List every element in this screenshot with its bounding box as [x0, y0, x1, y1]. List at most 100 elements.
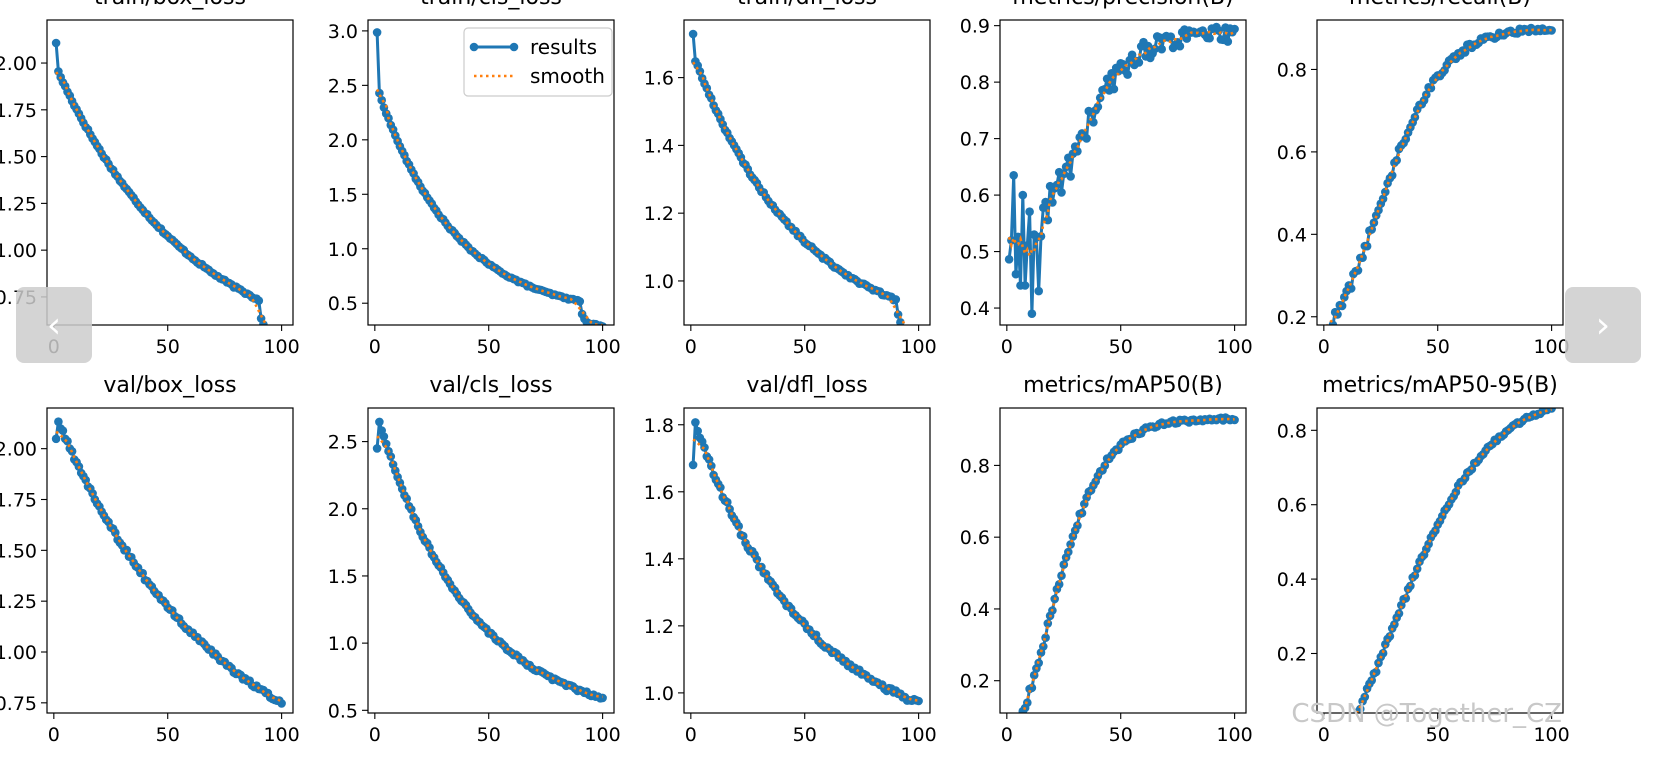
x-tick-label: 0	[369, 724, 381, 746]
y-tick-label: 2.00	[0, 439, 37, 461]
smooth-series-line	[375, 88, 603, 325]
next-image-button[interactable]: ›	[1565, 287, 1641, 363]
results-point	[688, 460, 698, 470]
smooth-series-line	[692, 61, 907, 325]
y-tick-label: 0.8	[960, 72, 990, 94]
y-tick-label: 0.6	[1277, 142, 1307, 164]
results-point	[1061, 162, 1071, 172]
y-tick-label: 0.8	[1277, 59, 1307, 81]
smooth-series-line	[1355, 408, 1552, 713]
x-tick-label: 100	[1216, 336, 1252, 358]
x-tick-label: 50	[793, 336, 817, 358]
results-point	[1004, 254, 1014, 264]
subplot-title: train/cls_loss	[420, 0, 562, 10]
results-point	[903, 327, 912, 336]
plot-area	[1004, 22, 1239, 319]
x-tick-label: 0	[369, 336, 381, 358]
y-tick-label: 1.4	[644, 135, 674, 157]
y-tick-label: 0.4	[1277, 569, 1307, 591]
results-point	[1338, 737, 1347, 746]
results-point	[1034, 286, 1043, 296]
results-point	[1329, 754, 1338, 763]
watermark: CSDN @Together_CZ	[1291, 699, 1562, 729]
results-point	[1011, 269, 1021, 279]
results-point	[1230, 24, 1239, 34]
y-tick-label: 0.8	[960, 455, 990, 477]
results-point	[1023, 241, 1032, 250]
results-point	[1460, 48, 1470, 57]
plot-frame	[683, 19, 931, 326]
y-tick-label: 1.25	[0, 193, 37, 215]
plot-area	[688, 29, 917, 336]
results-point	[1385, 632, 1395, 641]
y-tick-label: 2.5	[328, 432, 358, 454]
y-tick-label: 1.2	[644, 616, 674, 638]
subplot-title: val/dfl_loss	[746, 373, 867, 398]
results-point	[1027, 683, 1037, 693]
results-point	[1324, 766, 1333, 775]
y-tick-label: 0.2	[1277, 307, 1307, 329]
y-tick-label: 2.5	[328, 75, 358, 97]
x-tick-label: 0	[685, 724, 697, 746]
plot-frame	[367, 19, 615, 326]
results-point	[1041, 197, 1050, 207]
chevron-right-icon: ›	[1595, 304, 1611, 346]
results-point	[1346, 284, 1356, 293]
x-tick-label: 50	[793, 724, 817, 746]
y-tick-label: 1.75	[0, 490, 37, 512]
results-point	[1223, 37, 1233, 46]
smooth-series-line	[376, 435, 603, 699]
results-point	[1005, 748, 1014, 757]
subplot-metrics-recall: metrics/recall(B) 0 50 100 0.2 0.4 0.6 0.8	[1277, 0, 1570, 358]
x-tick-label: 50	[477, 724, 501, 746]
y-tick-label: 0.6	[960, 185, 990, 207]
results-point	[1029, 670, 1039, 680]
subplot-title: metrics/mAP50-95(B)	[1322, 373, 1558, 398]
y-tick-label: 1.00	[0, 240, 37, 262]
x-tick-label: 100	[900, 724, 936, 746]
results-point	[752, 555, 762, 564]
results-point	[575, 297, 585, 306]
plot-frame	[683, 407, 931, 714]
x-tick-label: 0	[1001, 724, 1013, 746]
plot-frame	[1316, 19, 1564, 326]
legend-box	[463, 27, 613, 97]
subplot-title: val/box_loss	[103, 373, 236, 398]
subplot-metrics-map50: metrics/mAP50(B) 0 50 100 0.2 0.4 0.6 0.8	[960, 373, 1253, 757]
x-tick-label: 100	[584, 336, 620, 358]
results-point	[903, 324, 907, 325]
y-tick-label: 2.0	[328, 130, 358, 152]
results-point	[908, 327, 917, 336]
results-point	[377, 95, 387, 105]
results-point	[1127, 50, 1137, 60]
results-series-line	[375, 420, 603, 700]
plot-area	[372, 28, 607, 325]
subplot-train-cls-loss: train/cls_loss 0 50 100 0.5 1.0 1.5 2.0 2.5 3.0 re…	[328, 0, 621, 358]
legend-smooth-label: smooth	[530, 64, 605, 88]
x-tick-label: 0	[1318, 336, 1330, 358]
y-tick-label: 1.00	[0, 642, 37, 664]
x-tick-label: 50	[156, 336, 180, 358]
plot-area	[688, 418, 923, 706]
y-tick-label: 1.0	[328, 239, 358, 261]
results-point	[688, 29, 698, 39]
results-point	[1157, 44, 1166, 54]
results-point	[372, 28, 382, 37]
subplot-title: metrics/mAP50(B)	[1023, 373, 1223, 398]
legend: results smooth	[463, 27, 613, 97]
subplot-metrics-precision: metrics/precision(B) 0 50 100 0.4 0.5 0.6 0.7 0.…	[960, 0, 1253, 358]
results-point	[598, 322, 607, 325]
y-tick-label: 1.50	[0, 540, 37, 562]
results-point	[375, 417, 384, 427]
results-point	[1007, 746, 1016, 755]
y-tick-label: 1.2	[644, 203, 674, 225]
previous-image-button[interactable]: ‹	[16, 287, 92, 363]
results-point	[1066, 540, 1075, 549]
subplot-train-dfl-loss: train/dfl_loss 0 50 100 1.0 1.2 1.4 1.6	[644, 0, 937, 358]
results-point	[1326, 327, 1335, 336]
results-point	[1340, 735, 1349, 744]
y-tick-label: 1.8	[644, 415, 674, 437]
y-tick-label: 1.6	[644, 482, 674, 504]
smooth-series-line	[1325, 28, 1552, 325]
